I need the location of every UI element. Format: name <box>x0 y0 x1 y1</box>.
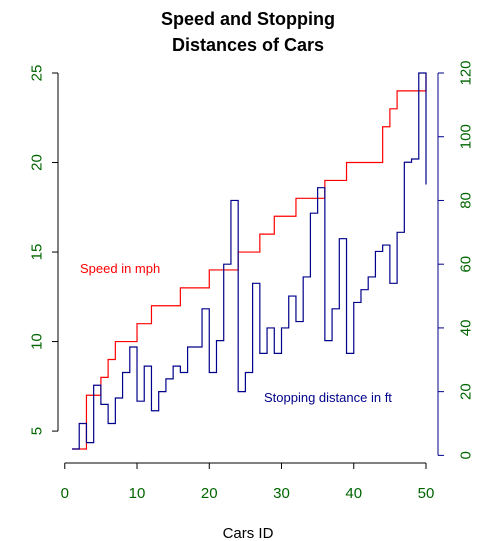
x-axis-tick-label: 10 <box>129 485 146 502</box>
distance-step-line <box>72 72 427 450</box>
left-axis-tick-label: 10 <box>28 333 45 350</box>
right-axis-tick-label: 100 <box>457 124 474 149</box>
left-axis-tick-label: 5 <box>28 427 45 435</box>
right-axis-tick-label: 80 <box>457 192 474 209</box>
x-axis-label: Cars ID <box>223 525 274 541</box>
series-layer <box>72 72 427 450</box>
x-axis-tick-label: 20 <box>201 485 218 502</box>
left-axis-tick-label: 25 <box>28 65 45 82</box>
x-axis-tick-label: 0 <box>61 485 69 502</box>
right-axis-tick-label: 0 <box>457 451 474 459</box>
distance-series-label: Stopping distance in ft <box>264 390 392 405</box>
right-axis-tick-label: 120 <box>457 60 474 85</box>
speed-step-line <box>72 73 427 450</box>
x-axis: 0 10 20 30 40 50 <box>61 462 435 502</box>
x-axis-tick-label: 50 <box>418 485 435 502</box>
right-y-axis: 0 20 40 60 80 100 120 <box>437 60 474 460</box>
chart-title-line-1: Speed and Stopping <box>161 9 335 29</box>
x-axis-tick-label: 40 <box>345 485 362 502</box>
speed-series-label: Speed in mph <box>80 261 160 276</box>
left-axis-tick-label: 20 <box>28 154 45 171</box>
chart-title-line-2: Distances of Cars <box>172 35 324 55</box>
right-axis-tick-label: 20 <box>457 383 474 400</box>
right-axis-tick-label: 60 <box>457 256 474 273</box>
left-y-axis: 5 10 15 20 25 <box>28 65 59 435</box>
x-axis-tick-label: 30 <box>273 485 290 502</box>
left-axis-tick-label: 15 <box>28 244 45 261</box>
right-axis-tick-label: 40 <box>457 320 474 337</box>
